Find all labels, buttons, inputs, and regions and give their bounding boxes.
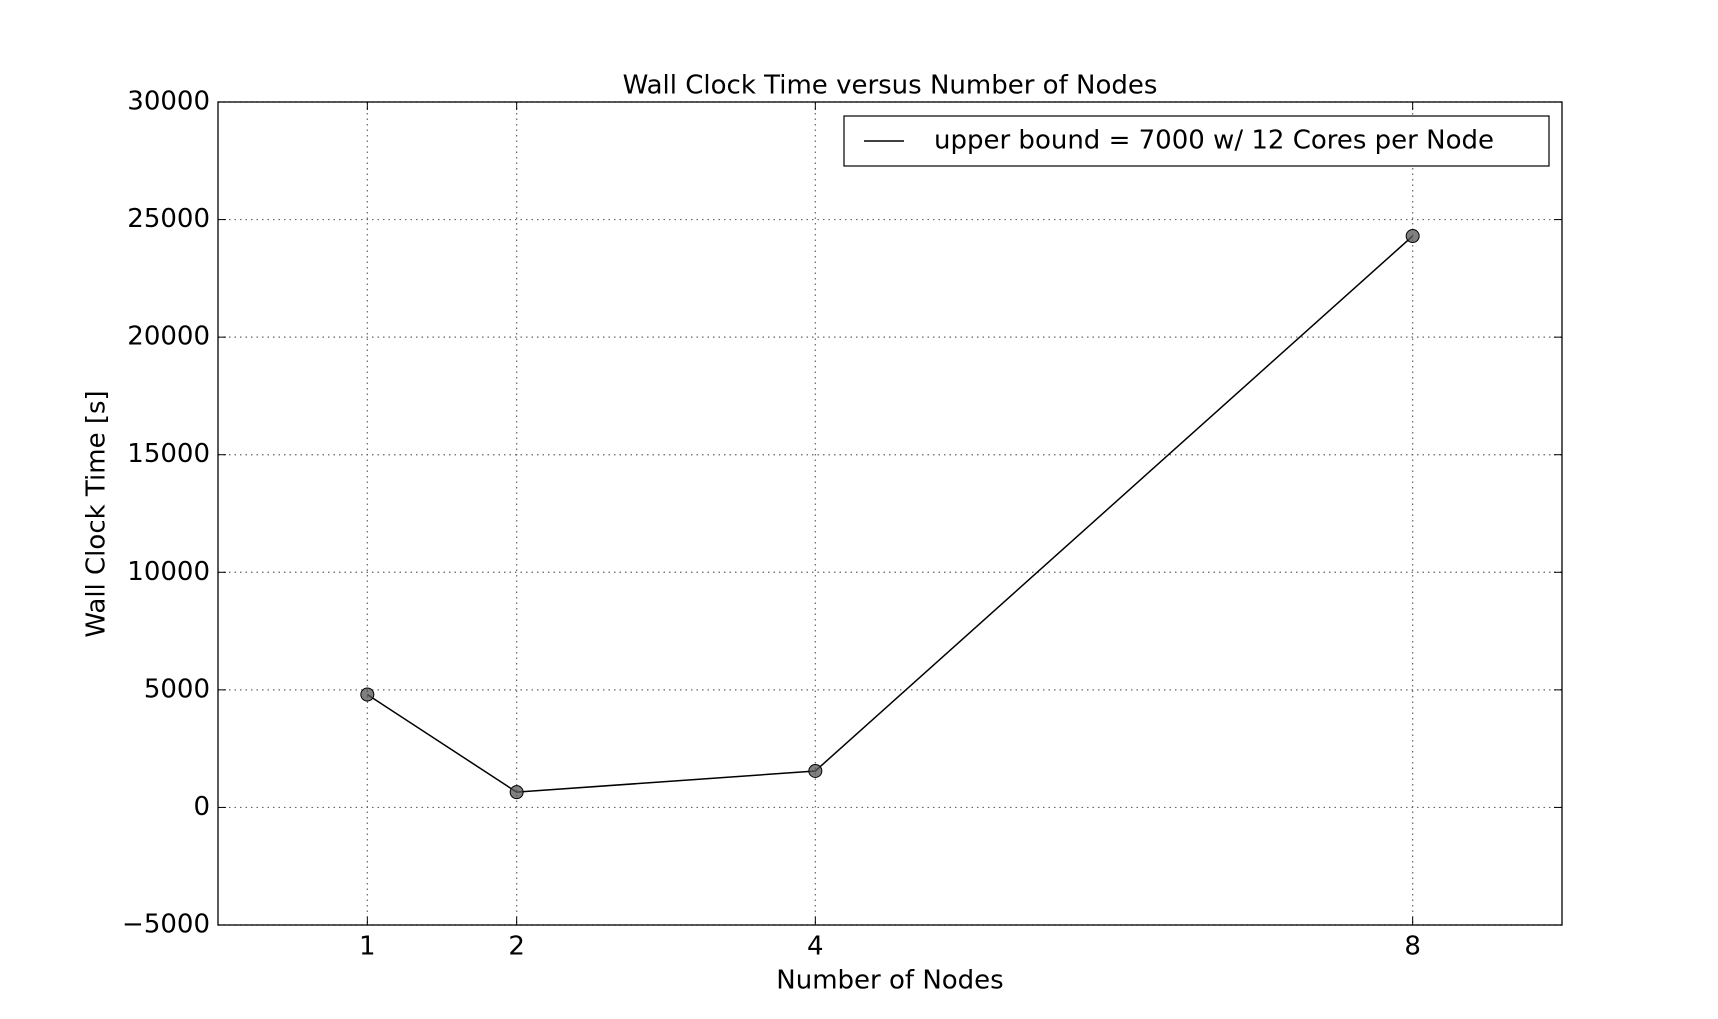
y-tick-label: 15000 bbox=[127, 439, 210, 469]
data-line bbox=[366, 235, 1414, 793]
legend-label: upper bound = 7000 w/ 12 Cores per Node bbox=[934, 126, 1494, 156]
x-tick-label: 2 bbox=[508, 932, 525, 962]
data-point bbox=[509, 785, 524, 800]
legend: upper bound = 7000 w/ 12 Cores per Node bbox=[843, 115, 1550, 167]
legend-frame bbox=[843, 115, 1550, 167]
y-tick-label: 0 bbox=[193, 792, 210, 822]
x-axis-label: Number of Nodes bbox=[776, 966, 1003, 996]
y-tick-label: 10000 bbox=[127, 557, 210, 587]
chart-title: Wall Clock Time versus Number of Nodes bbox=[623, 71, 1158, 101]
data-point bbox=[808, 763, 823, 778]
data-point bbox=[360, 687, 375, 702]
y-tick-label: 30000 bbox=[127, 87, 210, 117]
y-tick-label: 25000 bbox=[127, 204, 210, 234]
y-tick-label: −5000 bbox=[122, 910, 210, 940]
x-tick-label: 1 bbox=[359, 932, 376, 962]
y-tick-label: 5000 bbox=[144, 674, 210, 704]
plot-frame bbox=[217, 101, 1563, 926]
x-tick-label: 4 bbox=[807, 932, 824, 962]
y-tick-label: 20000 bbox=[127, 322, 210, 352]
y-axis-label: Wall Clock Time [s] bbox=[82, 390, 112, 637]
x-tick-label: 8 bbox=[1404, 932, 1421, 962]
data-point bbox=[1405, 229, 1420, 244]
